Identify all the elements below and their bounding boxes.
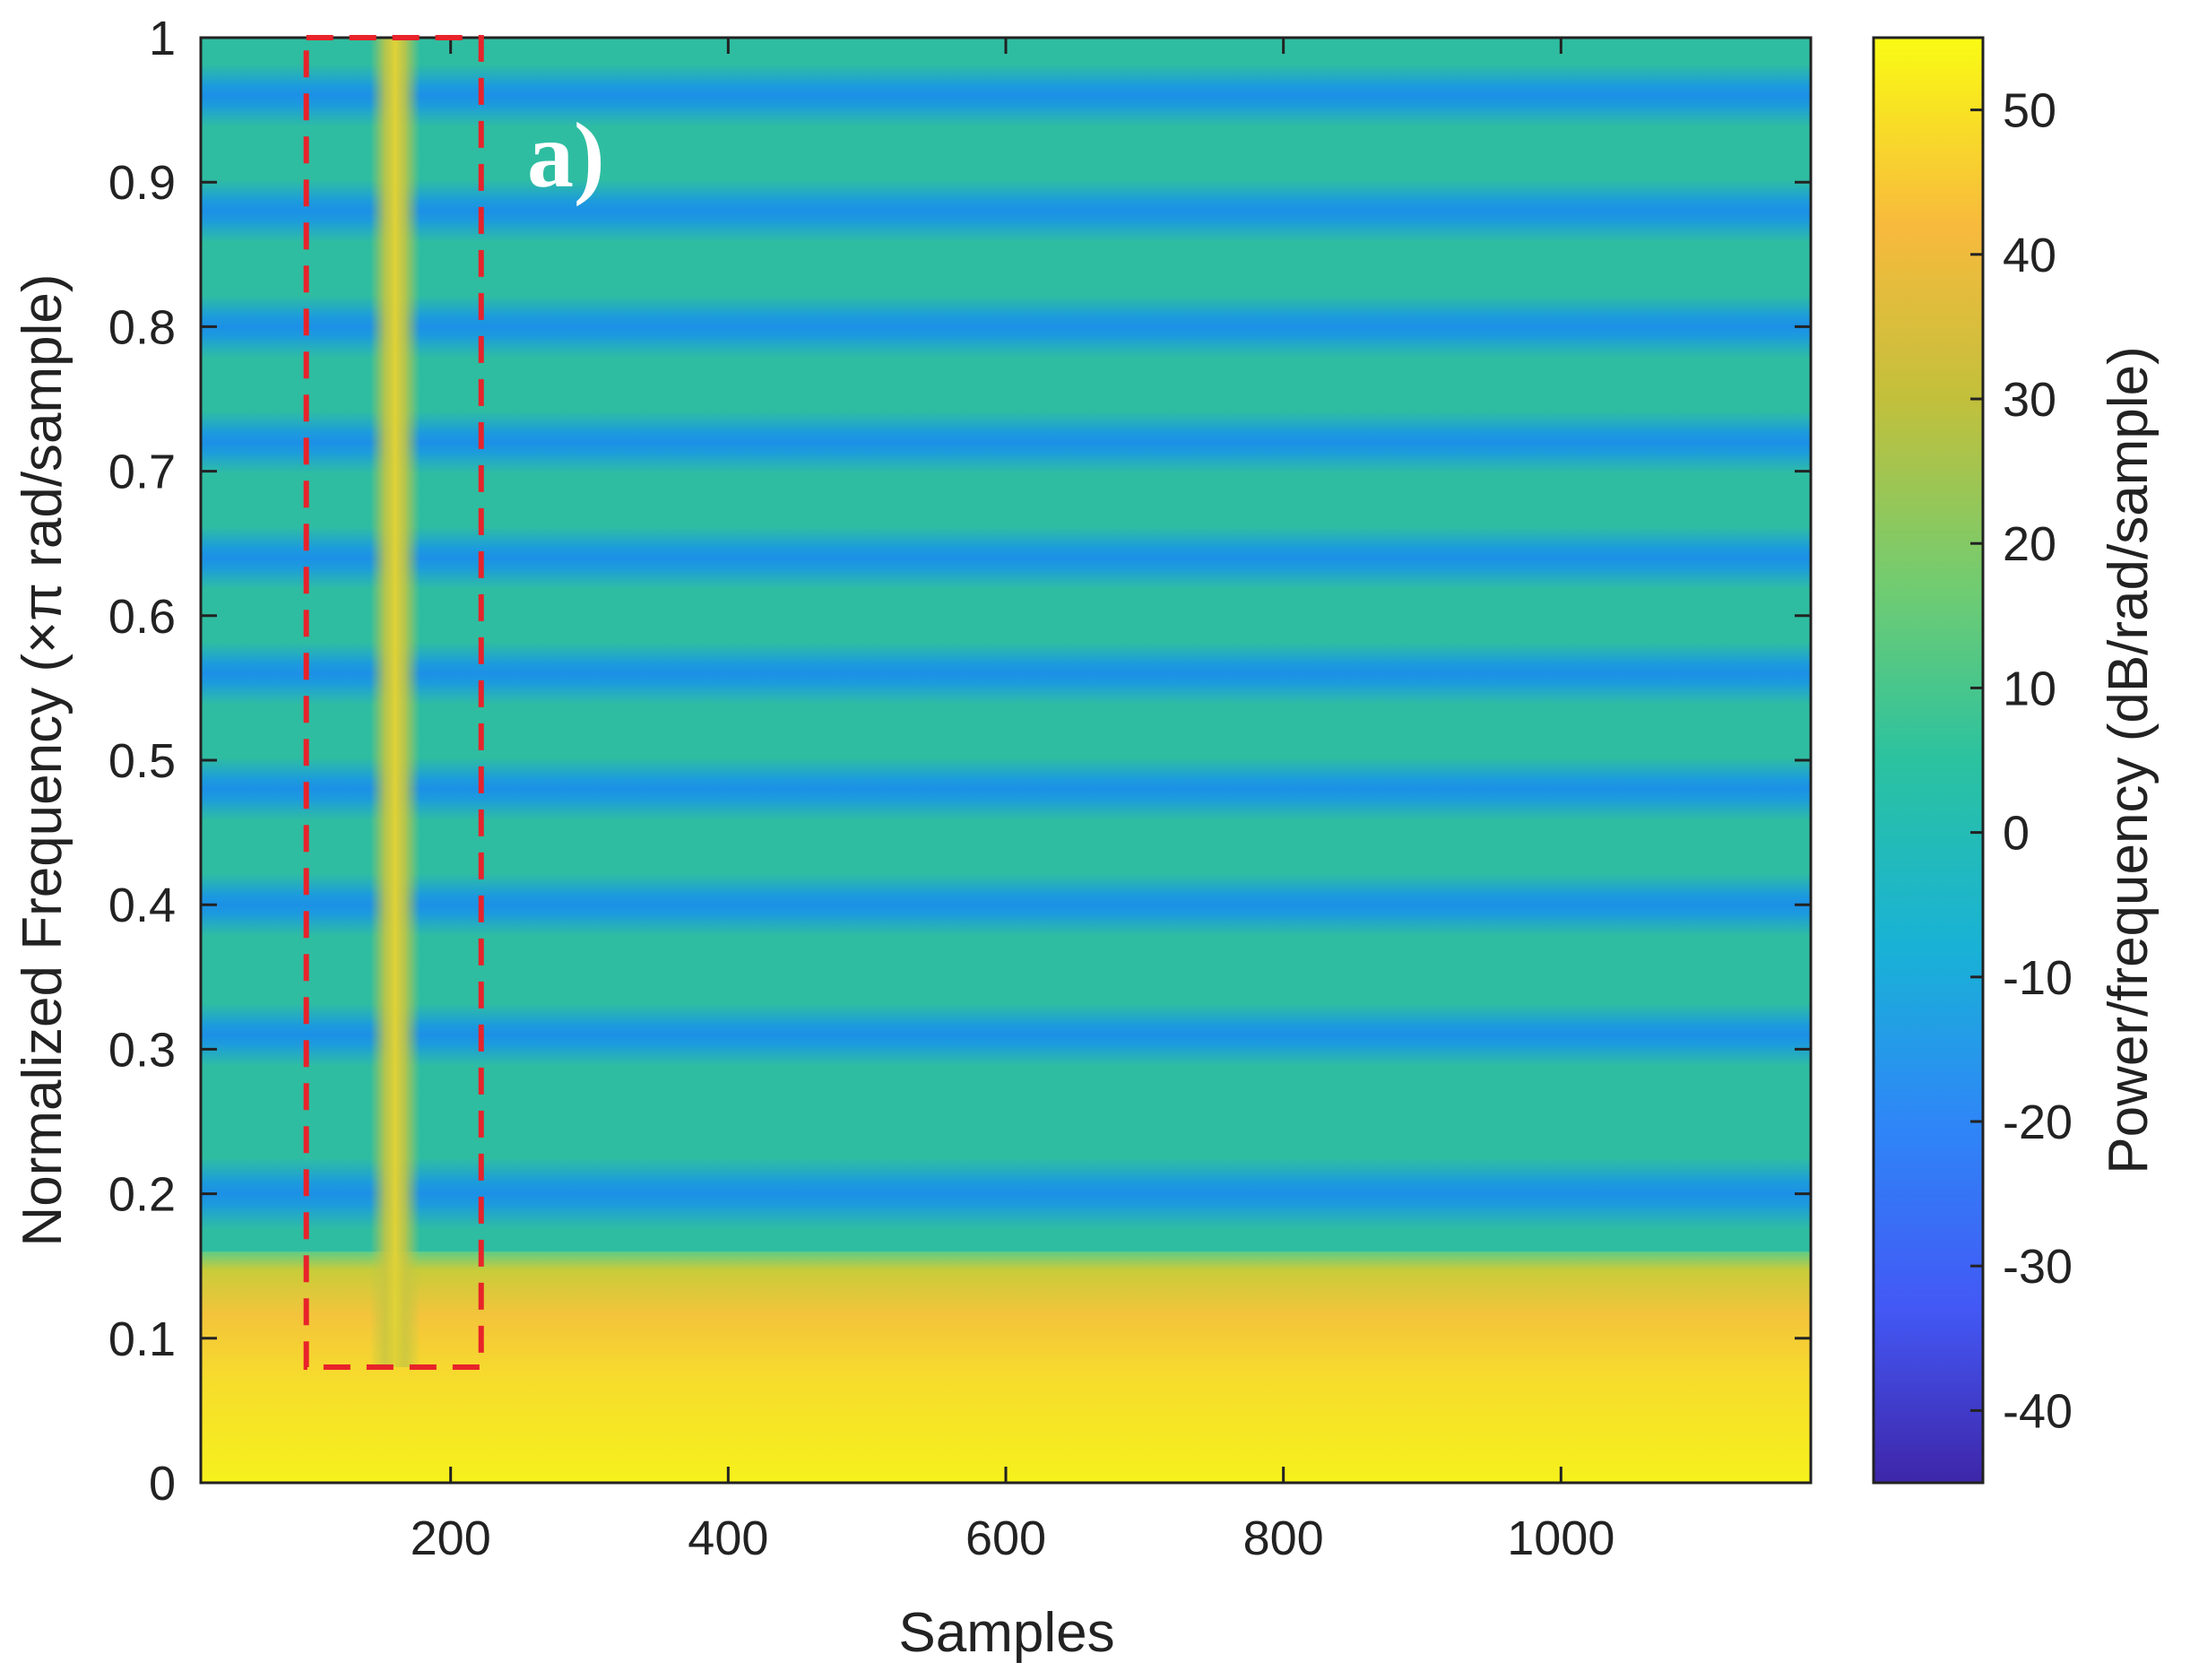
colorbar xyxy=(1872,36,1985,1485)
y-tick-label: 1 xyxy=(149,12,176,65)
harmonic-band-10 xyxy=(201,1157,1811,1230)
colorbar-tick-label: 0 xyxy=(2003,807,2030,861)
harmonic-band-7 xyxy=(201,757,1811,821)
x-axis-ticks: 200 400 600 800 1000 xyxy=(411,38,1614,1565)
panel-label: a) xyxy=(527,104,605,207)
x-axis-title: Samples xyxy=(898,1602,1114,1664)
harmonic-band-5 xyxy=(201,525,1811,590)
colorbar-title: Power/frequency (dB/rad/sample) xyxy=(2098,346,2160,1174)
y-tick-label: 0.4 xyxy=(108,879,176,932)
y-tick-label: 0.6 xyxy=(108,590,176,644)
y-tick-label: 0.3 xyxy=(108,1023,176,1077)
y-axis-title: Normalized Frequency (×π rad/sample) xyxy=(12,273,74,1246)
x-tick-label: 600 xyxy=(965,1511,1046,1565)
x-tick-label: 1000 xyxy=(1507,1511,1614,1565)
x-tick-label: 200 xyxy=(411,1511,491,1565)
harmonic-band-1 xyxy=(201,64,1811,127)
y-tick-label: 0.1 xyxy=(108,1312,176,1366)
colorbar-tick-label: 50 xyxy=(2003,84,2056,138)
harmonic-band-8 xyxy=(201,872,1811,937)
highlight-box xyxy=(303,35,484,1371)
colorbar-tick-label: 10 xyxy=(2003,662,2056,715)
y-tick-label: 0 xyxy=(149,1457,176,1511)
y-tick-label: 0.8 xyxy=(108,300,176,354)
harmonic-band-2 xyxy=(201,178,1811,243)
harmonic-band-3 xyxy=(201,294,1811,359)
x-tick-label: 400 xyxy=(688,1511,768,1565)
colorbar-ticks: 50 40 30 20 10 0 -10 -20 -30 -40 xyxy=(1970,84,2073,1438)
colorbar-tick-label: -10 xyxy=(2003,951,2073,1005)
harmonic-band-4 xyxy=(201,410,1811,474)
transient-event-stripe xyxy=(369,38,420,1368)
y-axis-ticks: 0 0.1 0.2 0.3 0.4 0.5 0.6 0.7 0.8 0.9 1 xyxy=(108,12,1811,1511)
harmonic-bands-group xyxy=(201,64,1811,1230)
harmonic-band-6 xyxy=(201,641,1811,706)
colorbar-tick-label: 30 xyxy=(2003,373,2056,427)
colorbar-tick-label: 40 xyxy=(2003,229,2056,282)
colorbar-tick-label: 20 xyxy=(2003,517,2056,571)
colorbar-tick-label: -40 xyxy=(2003,1384,2073,1438)
low-frequency-band xyxy=(201,1251,1811,1483)
x-tick-label: 800 xyxy=(1243,1511,1324,1565)
colorbar-tick-label: -30 xyxy=(2003,1240,2073,1294)
colorbar-tick-label: -20 xyxy=(2003,1095,2073,1149)
y-tick-label: 0.5 xyxy=(108,734,176,788)
spectrogram-plot-area xyxy=(201,38,1811,1483)
harmonic-band-9 xyxy=(201,1002,1811,1067)
y-tick-label: 0.9 xyxy=(108,156,176,210)
y-tick-label: 0.7 xyxy=(108,446,176,499)
y-tick-label: 0.2 xyxy=(108,1168,176,1222)
